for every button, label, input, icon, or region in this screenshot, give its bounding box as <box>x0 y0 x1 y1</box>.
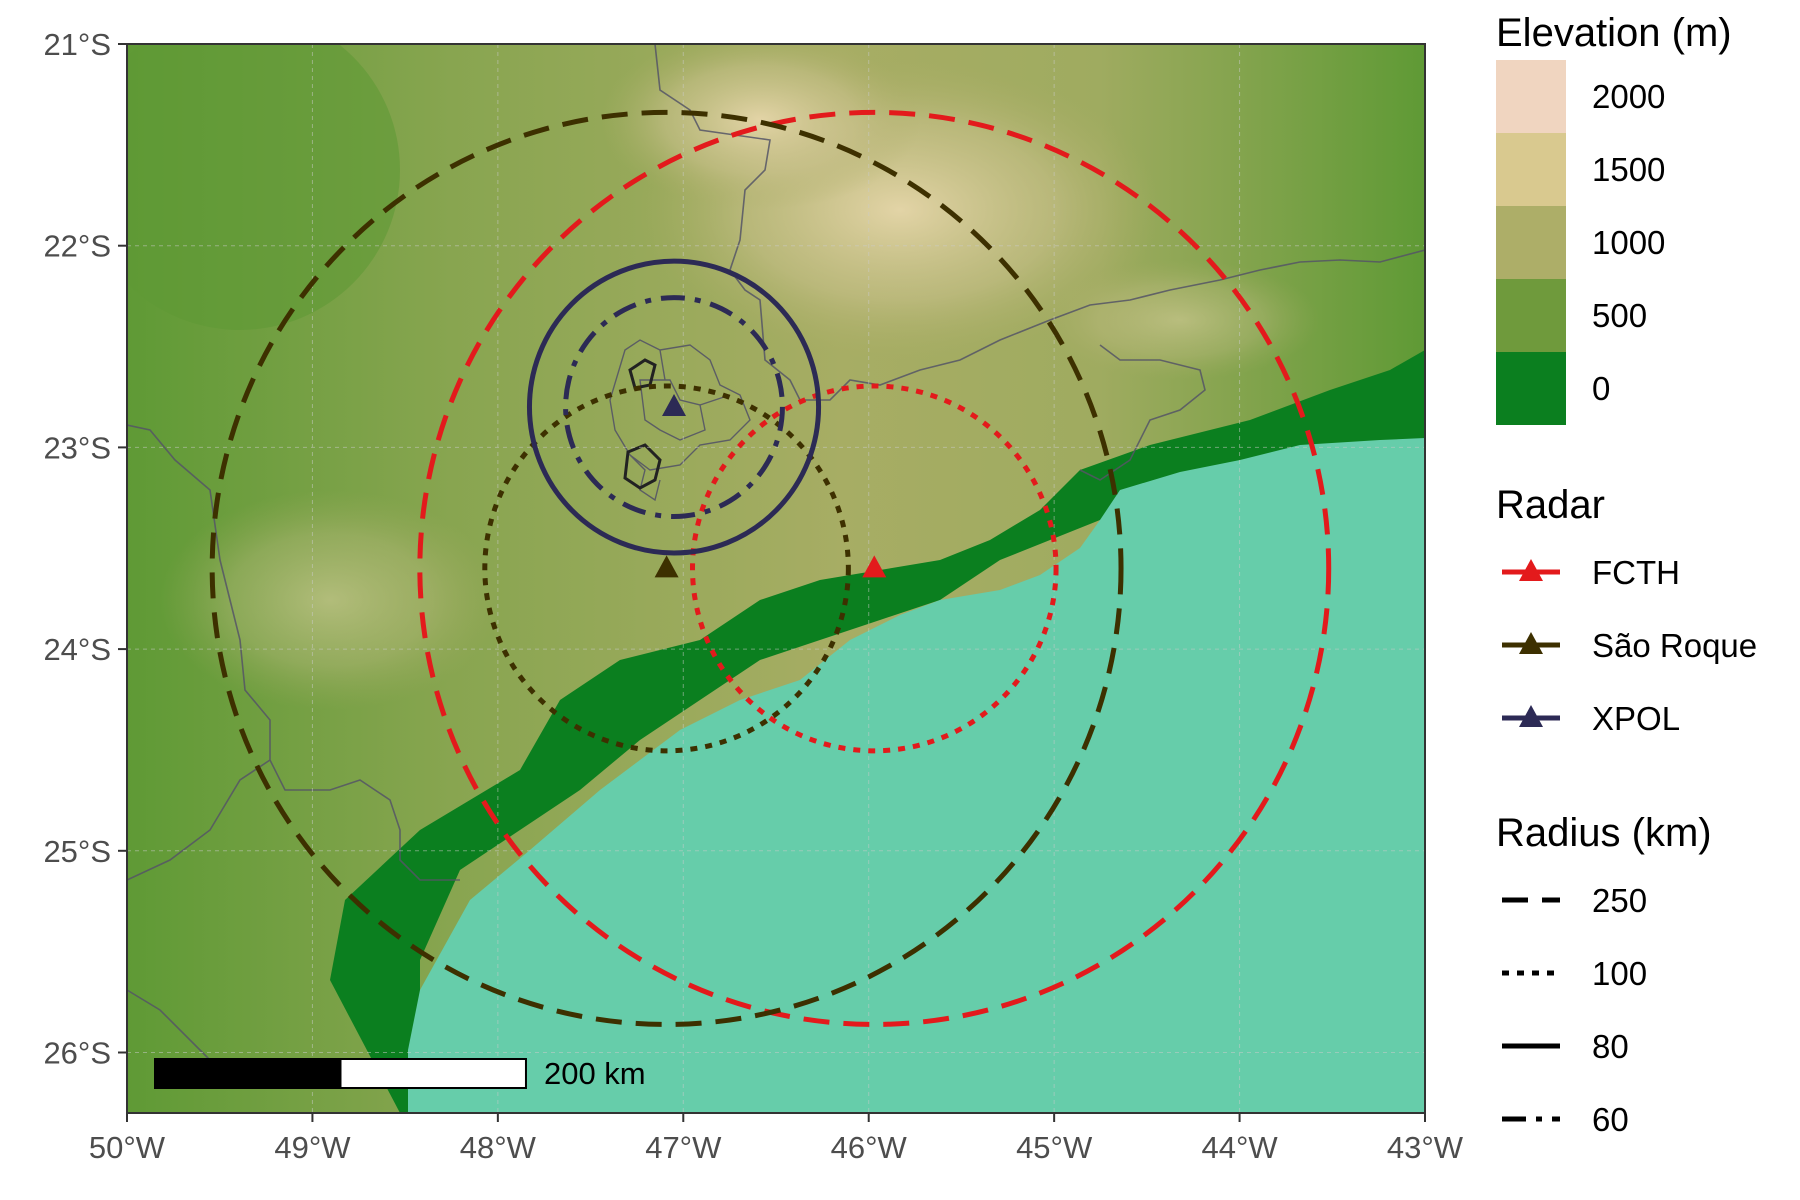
x-tick-label: 50°W <box>89 1130 166 1165</box>
x-tick-label: 48°W <box>460 1130 537 1165</box>
y-tick-label: 23°S <box>43 430 111 465</box>
range-ring-s-o-roque-100km <box>482 383 851 754</box>
municipality-borders <box>609 339 751 502</box>
radius-legend: Radius (km) 250 100 80 60 <box>1496 811 1712 1138</box>
elevation-legend-label: 500 <box>1592 297 1647 334</box>
radar-markers <box>654 394 887 578</box>
y-axis: 21°S 22°S 23°S 24°S 25°S 26°S <box>43 27 127 1070</box>
range-ring-xpol-60km <box>563 295 785 520</box>
scale-bar-label: 200 km <box>544 1056 646 1091</box>
scale-bar: 200 km <box>154 1056 646 1091</box>
range-ring-fcth-100km <box>690 383 1059 754</box>
elevation-swatch <box>1496 60 1566 133</box>
range-ring-fcth-250km <box>417 109 1332 1027</box>
x-tick-label: 47°W <box>645 1130 722 1165</box>
elevation-swatch <box>1496 133 1566 206</box>
radar-legend-triangle <box>1519 559 1543 581</box>
elevation-legend-title: Elevation (m) <box>1496 11 1732 55</box>
radar-site-fcth <box>862 555 887 578</box>
y-tick-label: 21°S <box>43 27 111 62</box>
range-ring-xpol-80km <box>526 258 822 556</box>
elevation-legend: Elevation (m) 2000 1500 1000 500 0 <box>1496 11 1732 425</box>
radius-legend-label: 60 <box>1592 1101 1629 1138</box>
radius-legend-label: 100 <box>1592 955 1647 992</box>
y-tick-label: 24°S <box>43 632 111 667</box>
graticule <box>127 44 1425 1113</box>
highland-north <box>600 44 920 210</box>
elevation-legend-label: 0 <box>1592 370 1610 407</box>
radar-legend-triangle <box>1519 705 1543 727</box>
elevation-legend-label: 1000 <box>1592 224 1665 261</box>
x-tick-label: 44°W <box>1202 1130 1279 1165</box>
map-panel-border <box>126 43 1426 1114</box>
radius-legend-title: Radius (km) <box>1496 811 1712 855</box>
radar-legend-label: XPOL <box>1592 700 1680 737</box>
y-tick-label: 22°S <box>43 229 111 264</box>
radius-legend-label: 80 <box>1592 1028 1629 1065</box>
elevation-legend-label: 1500 <box>1592 151 1665 188</box>
radar-legend: Radar FCTH São Roque XPOL <box>1496 483 1757 737</box>
city-outlines <box>623 358 662 490</box>
x-tick-label: 45°W <box>1016 1130 1093 1165</box>
range-ring-s-o-roque-250km <box>209 109 1124 1027</box>
ocean <box>408 438 1425 1113</box>
radar-legend-label: FCTH <box>1592 554 1680 591</box>
x-tick-label: 43°W <box>1387 1130 1464 1165</box>
radar-legend-triangle <box>1519 632 1543 654</box>
x-tick-label: 46°W <box>831 1130 908 1165</box>
scale-bar-black-segment <box>154 1058 342 1089</box>
radius-legend-label: 250 <box>1592 882 1647 919</box>
map-panel <box>127 44 1425 1113</box>
elevation-legend-label: 2000 <box>1592 78 1665 115</box>
highland-east <box>1040 260 1320 380</box>
elevation-swatch <box>1496 206 1566 279</box>
x-tick-label: 49°W <box>274 1130 351 1165</box>
radar-legend-title: Radar <box>1496 483 1605 527</box>
radar-rings <box>209 109 1332 1027</box>
highland-west <box>160 490 500 710</box>
radar-site-s-o-roque <box>654 555 679 578</box>
state-borders <box>127 44 1425 1081</box>
elevation-swatch <box>1496 352 1566 425</box>
radar-site-xpol <box>662 394 687 417</box>
x-axis: 50°W 49°W 48°W 47°W 46°W 45°W 44°W 43°W <box>89 1113 1464 1165</box>
radar-legend-label: São Roque <box>1592 627 1757 664</box>
y-tick-label: 25°S <box>43 834 111 869</box>
scale-bar-white-segment <box>339 1058 527 1089</box>
coastal-lowland <box>330 350 1425 1113</box>
elevation-swatch <box>1496 279 1566 352</box>
y-tick-label: 26°S <box>43 1035 111 1070</box>
